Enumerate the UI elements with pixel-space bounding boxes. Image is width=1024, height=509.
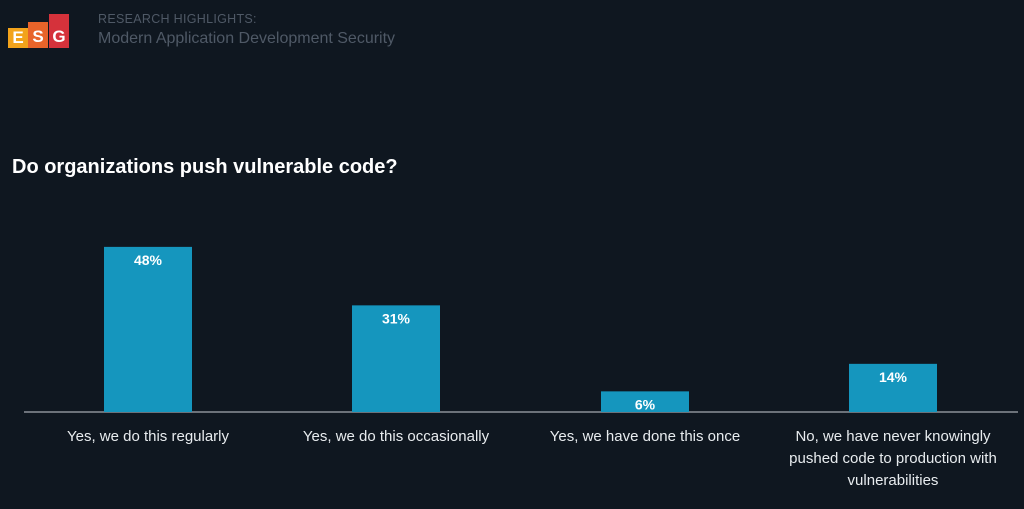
category-label-1: Yes, we do this occasionally [302, 428, 490, 445]
bar-0 [104, 246, 192, 412]
category-label-3: No, we have never knowingly pushed code … [789, 428, 997, 489]
data-label-3: 14% [879, 369, 908, 385]
header-kicker: RESEARCH HIGHLIGHTS: [98, 12, 257, 26]
category-label-2: Yes, we have done this once [549, 428, 741, 445]
logo-letter-g: G [49, 14, 69, 48]
data-label-0: 48% [134, 252, 163, 268]
logo-letter-e: E [8, 28, 28, 48]
category-label-0: Yes, we do this regularly [66, 428, 230, 445]
bar-1 [352, 305, 440, 412]
data-label-2: 6% [635, 396, 656, 412]
data-label-1: 31% [382, 310, 411, 326]
logo-letter-s: S [28, 22, 48, 48]
header-subtitle: Modern Application Development Security [98, 30, 396, 47]
chart-title: Do organizations push vulnerable code? [12, 156, 398, 178]
bar-2 [601, 391, 689, 412]
esg-logo: E S G [8, 14, 69, 48]
header: RESEARCH HIGHLIGHTS: Modern Application … [98, 12, 395, 48]
bar-3 [849, 363, 937, 412]
